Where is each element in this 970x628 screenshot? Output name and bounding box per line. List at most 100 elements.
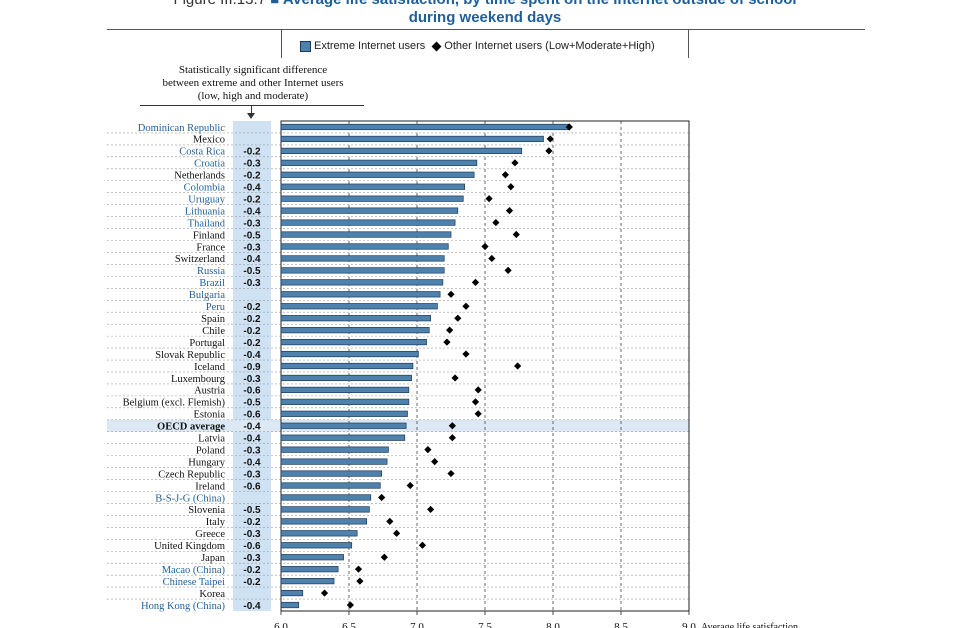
bar-extreme-users <box>280 291 441 298</box>
bar-extreme-users <box>280 410 408 417</box>
bar-extreme-users <box>280 589 304 597</box>
bar-extreme-users <box>280 518 368 525</box>
x-tick-label: 8.5 <box>614 621 628 628</box>
category-label: Peru <box>206 302 226 313</box>
category-label: Japan <box>201 553 226 564</box>
difference-label: -0.5 <box>243 398 261 409</box>
category-label: Greece <box>195 529 225 540</box>
category-label: Netherlands <box>174 171 225 182</box>
bar-extreme-users <box>280 231 452 238</box>
category-label: Luxembourg <box>171 374 226 385</box>
category-label: Italy <box>206 517 226 528</box>
significance-band <box>233 121 271 611</box>
bar-extreme-users <box>280 482 381 489</box>
marker-other-users <box>431 458 439 466</box>
difference-label: -0.3 <box>243 529 261 540</box>
category-label: Estonia <box>194 410 226 421</box>
legend-other-label: Other Internet users (Low+Moderate+High) <box>444 40 655 52</box>
category-label: Mexico <box>193 135 225 146</box>
significance-note-rule <box>140 105 364 106</box>
significance-note-line2: between extreme and other Internet users <box>162 77 344 89</box>
marker-other-users <box>448 434 456 442</box>
category-label: Czech Republic <box>158 469 225 480</box>
category-label: Macao (China) <box>162 565 226 576</box>
difference-label: -0.2 <box>243 326 261 337</box>
category-label: Iceland <box>194 362 226 373</box>
marker-other-users <box>406 481 414 490</box>
category-label: France <box>196 242 225 253</box>
difference-label: -0.2 <box>243 147 261 158</box>
difference-label: -0.4 <box>243 183 261 194</box>
category-label: Korea <box>199 589 225 600</box>
difference-label: -0.3 <box>243 374 261 385</box>
marker-other-users <box>380 553 388 561</box>
bar-swatch-icon <box>300 40 311 52</box>
marker-other-users <box>474 386 482 394</box>
difference-label: -0.6 <box>243 541 261 552</box>
category-label: Croatia <box>194 159 225 170</box>
x-axis-label: Average life satisfaction <box>701 622 798 628</box>
marker-other-users <box>492 218 500 227</box>
marker-other-users <box>474 410 482 418</box>
x-tick-label: 7.5 <box>478 621 492 628</box>
legend-divider-right <box>688 30 689 58</box>
bar-extreme-users <box>280 398 410 405</box>
bar-extreme-users <box>280 183 465 190</box>
marker-other-users <box>378 493 386 502</box>
marker-other-users <box>471 398 480 406</box>
category-label: Thailand <box>188 218 226 229</box>
bar-extreme-users <box>280 195 464 202</box>
difference-label: -0.3 <box>243 469 261 480</box>
difference-label: -0.4 <box>243 434 261 445</box>
difference-label: -0.4 <box>243 601 261 612</box>
difference-label: -0.6 <box>243 481 261 492</box>
x-tick-label: 9.0 <box>682 621 696 628</box>
legend-extreme-label: Extreme Internet users <box>314 40 426 52</box>
difference-label: -0.4 <box>243 254 261 265</box>
bar-extreme-users <box>280 470 382 477</box>
category-label: Hungary <box>188 457 225 468</box>
category-label: Portugal <box>189 338 225 349</box>
category-label: United Kingdom <box>154 541 225 552</box>
legend-item-other: Other Internet users (Low+Moderate+High) <box>431 40 655 52</box>
significance-note: Statistically significant difference bet… <box>144 64 362 103</box>
marker-other-users <box>451 374 459 382</box>
difference-label: -0.6 <box>243 386 261 397</box>
significance-note-line1: Statistically significant difference <box>178 64 328 76</box>
category-label: Ireland <box>195 481 225 492</box>
bar-extreme-users <box>280 207 459 214</box>
category-label: Belgium (excl. Flemish) <box>123 398 226 409</box>
bar-extreme-users <box>280 601 300 609</box>
bar-extreme-users <box>280 243 449 250</box>
marker-other-users <box>462 302 470 310</box>
category-label: Latvia <box>198 434 225 445</box>
category-label: Spain <box>201 314 226 325</box>
bar-extreme-users <box>280 303 438 310</box>
difference-label: -0.2 <box>243 302 261 313</box>
bar-extreme-users <box>280 386 410 394</box>
bar-extreme-users <box>280 542 353 549</box>
difference-label: -0.2 <box>243 194 261 205</box>
difference-label: -0.3 <box>243 445 261 456</box>
marker-other-users <box>481 242 489 251</box>
difference-label: -0.3 <box>243 242 261 253</box>
bar-extreme-users <box>280 219 456 226</box>
marker-other-users <box>386 517 394 525</box>
category-label: Hong Kong (China) <box>141 601 225 612</box>
category-label: Slovenia <box>188 505 225 516</box>
bar-extreme-users <box>280 434 406 441</box>
difference-label: -0.3 <box>243 159 261 170</box>
difference-label: -0.2 <box>243 565 261 576</box>
bar-extreme-users <box>280 530 358 537</box>
bar-extreme-users <box>280 159 478 166</box>
marker-other-users <box>488 254 496 263</box>
title-line2: during weekend days <box>408 9 562 26</box>
category-label: Finland <box>193 230 226 241</box>
marker-other-users <box>454 314 462 322</box>
arrow-down-icon <box>247 113 255 119</box>
category-label: Bulgaria <box>189 290 225 301</box>
marker-other-users <box>485 195 493 203</box>
marker-other-users <box>501 171 509 179</box>
marker-other-users <box>505 207 514 215</box>
